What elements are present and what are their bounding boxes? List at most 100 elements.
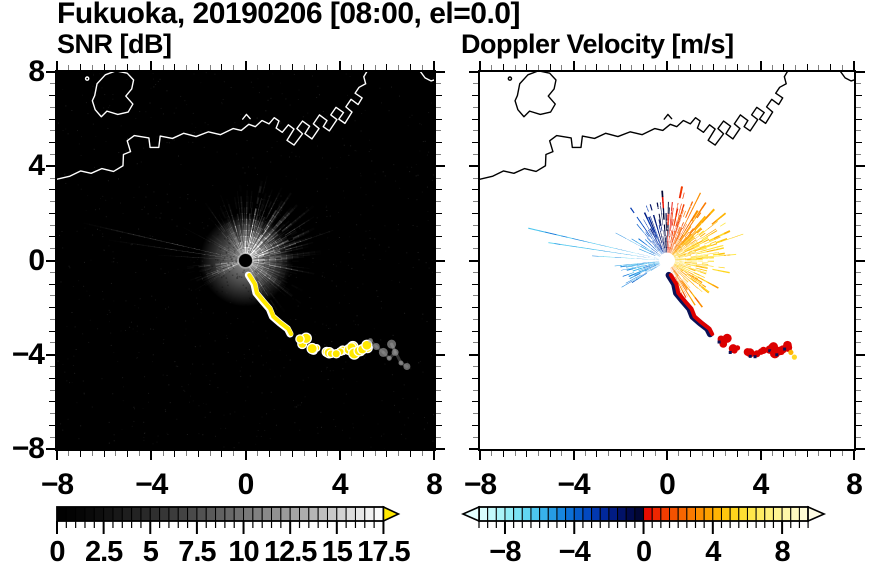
snr-colorbar-cell (56, 506, 67, 522)
velocity-colorbar-cell (530, 506, 541, 522)
tick-mark (91, 65, 93, 70)
tick-mark (268, 64, 270, 70)
velocity-colorbar-cell (504, 506, 515, 522)
velocity-colorbar-over-arrow (807, 505, 827, 523)
tick-mark (678, 65, 680, 70)
tick-mark (162, 451, 164, 456)
tick-mark (115, 451, 117, 456)
tick-mark (473, 342, 478, 344)
tick-mark (49, 236, 55, 238)
tick-mark (572, 61, 575, 70)
tick-mark (46, 353, 55, 356)
tick-mark (472, 212, 478, 214)
tick-mark (303, 65, 305, 70)
tick-mark (162, 65, 164, 70)
tick-mark (472, 236, 478, 238)
snr-colorbar-cell (233, 506, 245, 522)
tick-mark (795, 65, 797, 70)
tick-mark (436, 330, 442, 332)
snr-colorbar-cell (354, 506, 366, 522)
tick-mark (666, 451, 668, 460)
snr-colorbar-label: 5 (142, 536, 159, 568)
snr-colorbar-cell (317, 506, 328, 522)
tick-mark (473, 389, 478, 391)
tick-mark (856, 283, 862, 285)
tick-mark (374, 65, 376, 70)
tick-mark (244, 451, 247, 460)
tick-mark (421, 451, 423, 456)
tick-mark (436, 424, 442, 426)
velocity-colorbar-cell (755, 506, 766, 522)
tick-mark (856, 95, 862, 97)
tick-mark (771, 65, 773, 70)
tick-mark (856, 165, 865, 168)
tick-mark (256, 451, 258, 456)
snr-colorbar-cell (299, 506, 310, 522)
tick-mark (315, 64, 317, 70)
tick-mark (491, 65, 493, 70)
velocity-colorbar-cell (634, 506, 645, 522)
velocity-colorbar-label: 4 (705, 536, 721, 568)
snr-colorbar-cell (140, 506, 151, 522)
velocity-colorbar-cell (703, 506, 714, 522)
tick-mark (818, 451, 820, 456)
page-title: Fukuoka, 20190206 [08:00, el=0.0] (57, 0, 520, 30)
velocity-plot-canvas (480, 72, 854, 449)
tick-mark (856, 212, 862, 214)
tick-mark (759, 61, 762, 70)
tick-mark (186, 65, 188, 70)
tick-mark (436, 271, 441, 273)
y-tick-label: 8 (28, 55, 45, 88)
tick-mark (561, 65, 563, 70)
tick-mark (526, 451, 528, 457)
tick-mark (46, 165, 55, 168)
tick-mark (292, 451, 294, 457)
tick-mark (292, 64, 294, 70)
tick-mark (537, 451, 539, 456)
velocity-colorbar-cell (495, 506, 506, 522)
tick-mark (209, 65, 211, 70)
tick-mark (472, 424, 478, 426)
velocity-colorbar-cell (729, 506, 740, 522)
velocity-colorbar-cell (608, 506, 619, 522)
snr-colorbar-cell (364, 506, 375, 522)
tick-mark (436, 377, 442, 379)
tick-mark (654, 451, 656, 456)
tick-mark (49, 401, 55, 403)
tick-mark (50, 83, 55, 85)
tick-mark (856, 377, 862, 379)
snr-panel-label: SNR [dB] (57, 29, 172, 59)
tick-mark (472, 118, 478, 120)
snr-colorbar-cell (326, 506, 338, 522)
tick-mark (502, 64, 504, 70)
y-tick-label: 0 (28, 243, 45, 277)
x-tick-label: −4 (135, 468, 168, 501)
tick-mark (46, 259, 55, 262)
snr-colorbar-label: 10 (228, 536, 259, 568)
tick-mark (436, 366, 441, 368)
tick-mark (631, 451, 633, 456)
tick-mark (49, 377, 55, 379)
tick-mark (436, 95, 442, 97)
tick-mark (49, 212, 55, 214)
tick-mark (46, 71, 55, 73)
tick-mark (473, 153, 478, 155)
tick-mark (473, 271, 478, 273)
tick-mark (197, 451, 199, 457)
x-tick-label: 4 (331, 468, 349, 501)
tick-mark (150, 61, 153, 70)
tick-mark (436, 307, 442, 309)
tick-mark (80, 451, 82, 457)
tick-mark (856, 106, 861, 108)
tick-mark (80, 64, 82, 70)
tick-mark (233, 65, 235, 70)
tick-mark (537, 65, 539, 70)
tick-mark (856, 130, 861, 132)
snr-colorbar-label: 15 (321, 536, 353, 568)
velocity-colorbar-cell (599, 506, 610, 522)
tick-mark (856, 118, 862, 120)
tick-mark (856, 448, 865, 450)
tick-mark (469, 71, 478, 73)
tick-mark (818, 65, 820, 70)
tick-mark (806, 451, 808, 457)
